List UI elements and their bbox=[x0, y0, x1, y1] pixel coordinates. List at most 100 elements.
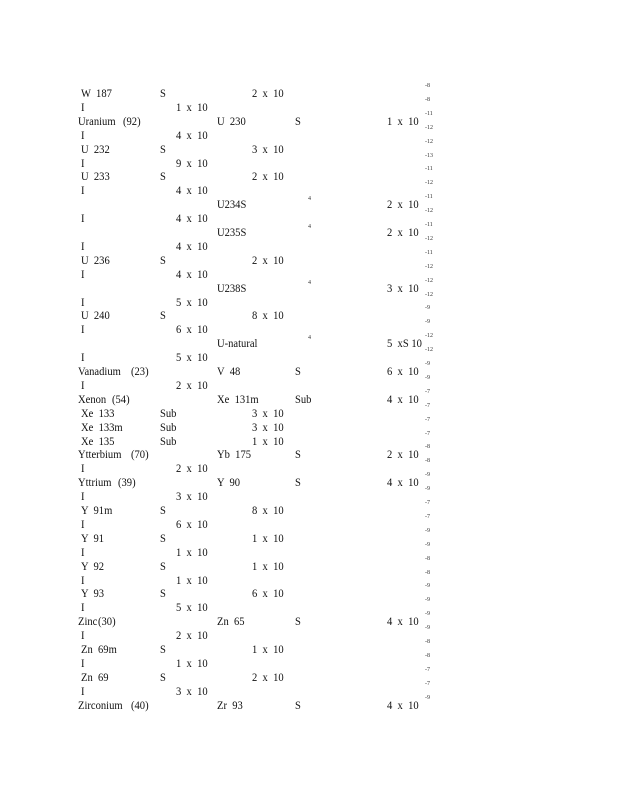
exponent: -9 bbox=[425, 625, 430, 632]
nuclide: I bbox=[81, 183, 85, 198]
nuclide: Y 91m bbox=[81, 503, 113, 517]
class: Sub bbox=[160, 433, 177, 448]
nuclide: I bbox=[81, 238, 85, 253]
nuclide-secondary: U234S bbox=[217, 197, 247, 212]
value-soluble: 1 x 10 bbox=[252, 558, 284, 573]
exponent: -12 bbox=[425, 291, 433, 298]
nuclide-secondary: Zr 93 bbox=[217, 697, 243, 712]
value-soluble: 3 x 10 bbox=[252, 141, 284, 156]
nuclide: Y 93 bbox=[81, 586, 105, 601]
nuclide: I bbox=[81, 683, 85, 698]
value-inhalation: 4 x 10 bbox=[176, 238, 208, 253]
value-secondary: 4 x 10 bbox=[387, 697, 419, 712]
nuclide: Xe 133 bbox=[81, 405, 115, 420]
nuclide: Y 92 bbox=[81, 558, 105, 573]
class: S bbox=[160, 503, 166, 517]
exponent: -8 bbox=[425, 83, 430, 89]
nuclide-secondary: U-natural bbox=[217, 336, 258, 351]
value-inhalation: 3 x 10 bbox=[176, 683, 208, 698]
nuclide: U 232 bbox=[81, 141, 110, 156]
value-secondary: 6 x 10 bbox=[387, 364, 419, 378]
exponent: -9 bbox=[425, 319, 430, 326]
nuclide: Xe 135 bbox=[81, 433, 115, 448]
value-inhalation: 5 x 10 bbox=[176, 600, 208, 615]
class-secondary: Sub bbox=[295, 391, 312, 406]
exponent: -11 bbox=[425, 110, 433, 117]
class: S bbox=[160, 558, 166, 573]
element-name: Xenon bbox=[78, 391, 107, 406]
exponent: -11 bbox=[425, 194, 433, 201]
class: S bbox=[160, 586, 166, 601]
class: S bbox=[160, 642, 166, 656]
class: Sub bbox=[160, 419, 177, 434]
exponent: -9 bbox=[425, 472, 430, 479]
nuclide: I bbox=[81, 127, 85, 142]
exponent: -8 bbox=[425, 652, 430, 659]
value-soluble: 3 x 10 bbox=[252, 405, 284, 420]
exponent: -8 bbox=[425, 555, 430, 562]
nuclide: Xe 133m bbox=[81, 419, 123, 434]
footnote-mark: 4 bbox=[308, 335, 311, 342]
value-inhalation: 6 x 10 bbox=[176, 516, 208, 531]
class-secondary: S bbox=[295, 614, 301, 629]
element-name: Zinc bbox=[78, 614, 98, 629]
exponent: -11 bbox=[425, 249, 433, 256]
exponent: -8 bbox=[425, 458, 430, 465]
nuclide: I bbox=[81, 544, 85, 559]
nuclide: I bbox=[81, 266, 85, 281]
exponent: -8 bbox=[425, 639, 430, 645]
value-secondary: 2 x 10 bbox=[387, 447, 419, 462]
class: S bbox=[160, 86, 166, 100]
exponent: -12 bbox=[425, 347, 433, 354]
atomic-number: (92) bbox=[123, 113, 141, 128]
exponent: -8 bbox=[425, 444, 430, 451]
exponent: -12 bbox=[425, 263, 433, 270]
atomic-number: (70) bbox=[131, 447, 149, 462]
value-inhalation: 2 x 10 bbox=[176, 461, 208, 476]
nuclide: I bbox=[81, 628, 85, 643]
nuclide: I bbox=[81, 516, 85, 531]
nuclide: I bbox=[81, 572, 85, 587]
element-name: Ytterbium bbox=[78, 447, 122, 462]
value-soluble: 1 x 10 bbox=[252, 530, 284, 545]
exponent: -9 bbox=[425, 305, 430, 312]
value-soluble: 3 x 10 bbox=[252, 419, 284, 434]
value-inhalation: 1 x 10 bbox=[176, 655, 208, 670]
value-secondary: 2 x 10 bbox=[387, 197, 419, 212]
value-secondary: 4 x 10 bbox=[387, 614, 419, 629]
nuclide: I bbox=[81, 489, 85, 504]
exponent: -7 bbox=[425, 402, 430, 409]
nuclide: Y 91 bbox=[81, 530, 105, 545]
exponent: -11 bbox=[425, 166, 433, 173]
value-soluble: 8 x 10 bbox=[252, 308, 284, 323]
element-name: Vanadium bbox=[78, 364, 121, 378]
class: Sub bbox=[160, 405, 177, 420]
nuclide: I bbox=[81, 461, 85, 476]
exponent: -9 bbox=[425, 611, 430, 618]
exponent: -9 bbox=[425, 583, 430, 590]
nuclide-secondary: Yb 175 bbox=[217, 447, 252, 462]
exponent: -12 bbox=[425, 277, 433, 284]
value-soluble: 2 x 10 bbox=[252, 169, 284, 184]
value-soluble: 2 x 10 bbox=[252, 252, 284, 267]
class: S bbox=[160, 530, 166, 545]
exponent: -11 bbox=[425, 222, 433, 228]
value-inhalation: 4 x 10 bbox=[176, 183, 208, 198]
exponent: -9 bbox=[425, 486, 430, 493]
element-name: Zirconium bbox=[78, 697, 123, 712]
atomic-number: (40) bbox=[131, 697, 149, 712]
class-secondary: S bbox=[295, 447, 301, 462]
value-inhalation: 3 x 10 bbox=[176, 489, 208, 504]
value-inhalation: 2 x 10 bbox=[176, 377, 208, 392]
value-inhalation: 5 x 10 bbox=[176, 350, 208, 365]
atomic-number: (54) bbox=[112, 391, 130, 406]
exponent: -13 bbox=[425, 152, 433, 159]
class: S bbox=[160, 141, 166, 156]
value-inhalation: 4 x 10 bbox=[176, 211, 208, 226]
value-soluble: 2 x 10 bbox=[252, 86, 284, 100]
nuclide-secondary: U235S bbox=[217, 225, 247, 239]
exponent: -9 bbox=[425, 361, 430, 367]
class-secondary: S bbox=[295, 364, 301, 378]
exponent: -7 bbox=[425, 680, 430, 687]
value-soluble: 1 x 10 bbox=[252, 433, 284, 448]
